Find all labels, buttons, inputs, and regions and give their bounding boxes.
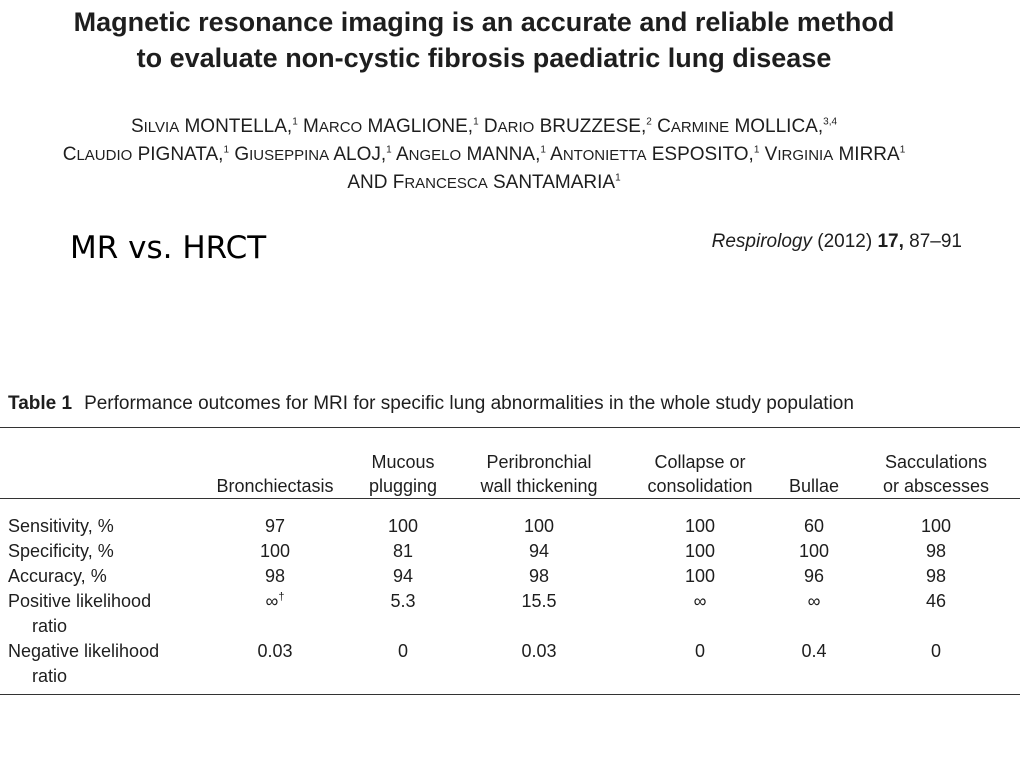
table-cell: 98 (925, 566, 947, 586)
column-header: Collapse or consolidation (647, 452, 753, 496)
table-cell: 98 (264, 566, 286, 586)
table-row: Accuracy, % 98 94 98 100 96 98 (0, 564, 1020, 589)
table-header-rule (0, 498, 1020, 499)
citation-pages: 87–91 (909, 231, 962, 252)
author: CARMINE MOLLICA,3,4 (657, 116, 838, 137)
table-cell: 5.3 (390, 591, 416, 611)
table-cell: 0.03 (257, 641, 293, 661)
performance-table: Bronchiectasis Mucous plugging Peribronch… (0, 428, 1020, 689)
journal-name: Respirology (711, 231, 812, 252)
column-header: Peribronchial wall thickening (480, 452, 598, 496)
table-cell: 81 (392, 541, 414, 561)
table-cell: 0 (930, 641, 941, 661)
author-line-2: CLAUDIO PIGNATA,1 GIUSEPPINA ALOJ,1 ANGE… (0, 141, 968, 169)
table-cell: 100 (684, 516, 716, 536)
column-header: Mucous plugging (368, 452, 438, 496)
table-row: Sensitivity, % 97 100 100 100 60 100 (0, 506, 1020, 539)
table-row: Negative likelihood ratio 0.03 0 0.03 0 0… (0, 639, 1020, 689)
table-cell: 100 (387, 516, 419, 536)
author-list: SILVIA MONTELLA,1 MARCO MAGLIONE,1 DARIO… (0, 113, 968, 197)
column-header: Sacculations or abscesses (882, 452, 990, 496)
paper-title-line-1: Magnetic resonance imaging is an accurat… (73, 7, 895, 37)
author: MARCO MAGLIONE,1 (303, 116, 479, 137)
row-label: Sensitivity, % (8, 516, 114, 536)
table-cell: ∞ (807, 591, 821, 611)
table-number: Table 1 (8, 393, 73, 414)
table-cell: ∞ (693, 591, 707, 611)
author: CLAUDIO PIGNATA,1 (62, 144, 230, 165)
table-cell: 0.4 (801, 641, 827, 661)
table-row: Specificity, % 100 81 94 100 100 98 (0, 539, 1020, 564)
author: ANTONIETTA ESPOSITO,1 (550, 144, 760, 165)
author: ANGELO MANNA,1 (395, 144, 546, 165)
author-line-3: AND FRANCESCA SANTAMARIA1 (0, 169, 968, 197)
table-cell: 100 (523, 516, 555, 536)
paper-title-line-2: to evaluate non-cystic fibrosis paediatr… (136, 43, 832, 73)
table-cell: 94 (392, 566, 414, 586)
footnote-mark: † (278, 591, 285, 603)
table-cell: ∞† (265, 591, 285, 611)
author: AND FRANCESCA SANTAMARIA1 (347, 172, 621, 193)
author: DARIO BRUZZESE,2 (483, 116, 652, 137)
table-cell: 0 (397, 641, 408, 661)
table-header-row: Bronchiectasis Mucous plugging Peribronch… (0, 428, 1020, 506)
author: GIUSEPPINA ALOJ,1 (234, 144, 392, 165)
table-cell: 100 (259, 541, 291, 561)
column-header: Bronchiectasis (216, 476, 334, 496)
author: SILVIA MONTELLA,1 (130, 116, 298, 137)
table-cell: 98 (925, 541, 947, 561)
row-label: Specificity, % (8, 541, 114, 561)
table-header-corner (0, 428, 198, 506)
author-line-1: SILVIA MONTELLA,1 MARCO MAGLIONE,1 DARIO… (0, 113, 968, 141)
table-caption: Table 1 Performance outcomes for MRI for … (8, 393, 854, 415)
table-caption-text: Performance outcomes for MRI for specifi… (84, 393, 854, 414)
table-cell: 100 (684, 541, 716, 561)
citation-volume: 17, (877, 231, 904, 252)
row-label: Negative likelihood ratio (8, 641, 160, 686)
author: VIRGINIA MIRRA1 (764, 144, 906, 165)
table-cell: 0 (694, 641, 705, 661)
table-row: Positive likelihood ratio ∞† 5.3 15.5 ∞ ∞… (0, 589, 1020, 639)
table-cell: 96 (803, 566, 825, 586)
row-label: Positive likelihood ratio (8, 591, 152, 636)
table-cell: 94 (528, 541, 550, 561)
journal-citation: Respirology (2012) 17, 87–91 (712, 231, 962, 253)
slide-label: MR vs. HRCT (70, 230, 267, 266)
paper-title: Magnetic resonance imaging is an accurat… (0, 4, 968, 76)
table-cell: 46 (925, 591, 947, 611)
table-cell: 15.5 (521, 591, 557, 611)
table-cell: 100 (684, 566, 716, 586)
table-cell: 98 (528, 566, 550, 586)
row-label: Accuracy, % (8, 566, 107, 586)
table-bottom-rule (0, 694, 1020, 695)
citation-year: (2012) (817, 231, 873, 252)
table-cell: 97 (264, 516, 286, 536)
column-header: Bullae (788, 476, 840, 496)
table-cell: 100 (798, 541, 830, 561)
table-top-rule (0, 427, 1020, 428)
table-cell: 100 (920, 516, 952, 536)
table-cell: 60 (803, 516, 825, 536)
table-cell: 0.03 (521, 641, 557, 661)
